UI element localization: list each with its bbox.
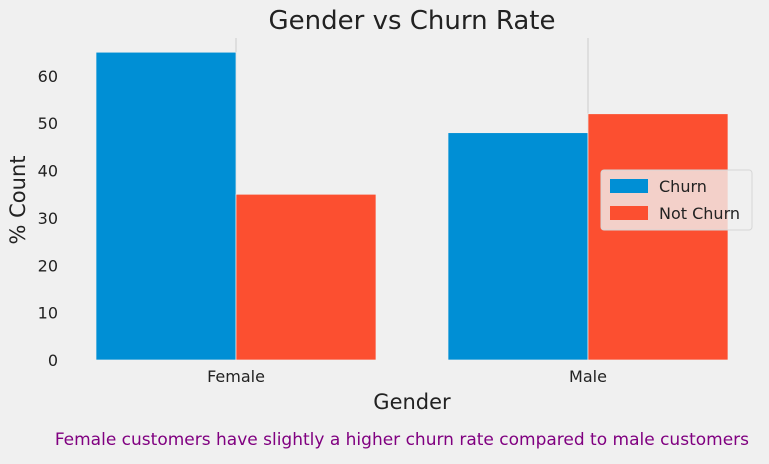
x-tick-label: Male [569,367,607,386]
legend-label: Churn [659,177,707,196]
chart-title: Gender vs Churn Rate [269,6,556,36]
legend-swatch-churn [610,179,648,193]
bar-churn-female [95,51,237,361]
bar-not-churn-female [235,193,377,361]
y-tick-label: 40 [38,162,58,181]
legend-swatch-not-churn [610,206,648,220]
y-axis-label: % Count [6,156,30,245]
chart-caption: Female customers have slightly a higher … [54,430,749,450]
legend-label: Not Churn [659,204,740,223]
y-tick-label: 30 [38,209,58,228]
y-tick-label: 50 [38,114,58,133]
legend: Churn Not Churn [600,169,753,231]
bar-not-churn-male [587,113,729,361]
y-tick-label: 10 [38,304,58,323]
y-tick-label: 0 [48,351,58,370]
y-tick-label: 60 [38,67,58,86]
x-axis-label: Gender [373,390,451,414]
y-tick-label: 20 [38,256,58,275]
plot-area: 0 10 20 30 40 50 60 Female Male [38,38,729,386]
bar-churn-male [447,132,589,361]
x-tick-label: Female [207,367,265,386]
